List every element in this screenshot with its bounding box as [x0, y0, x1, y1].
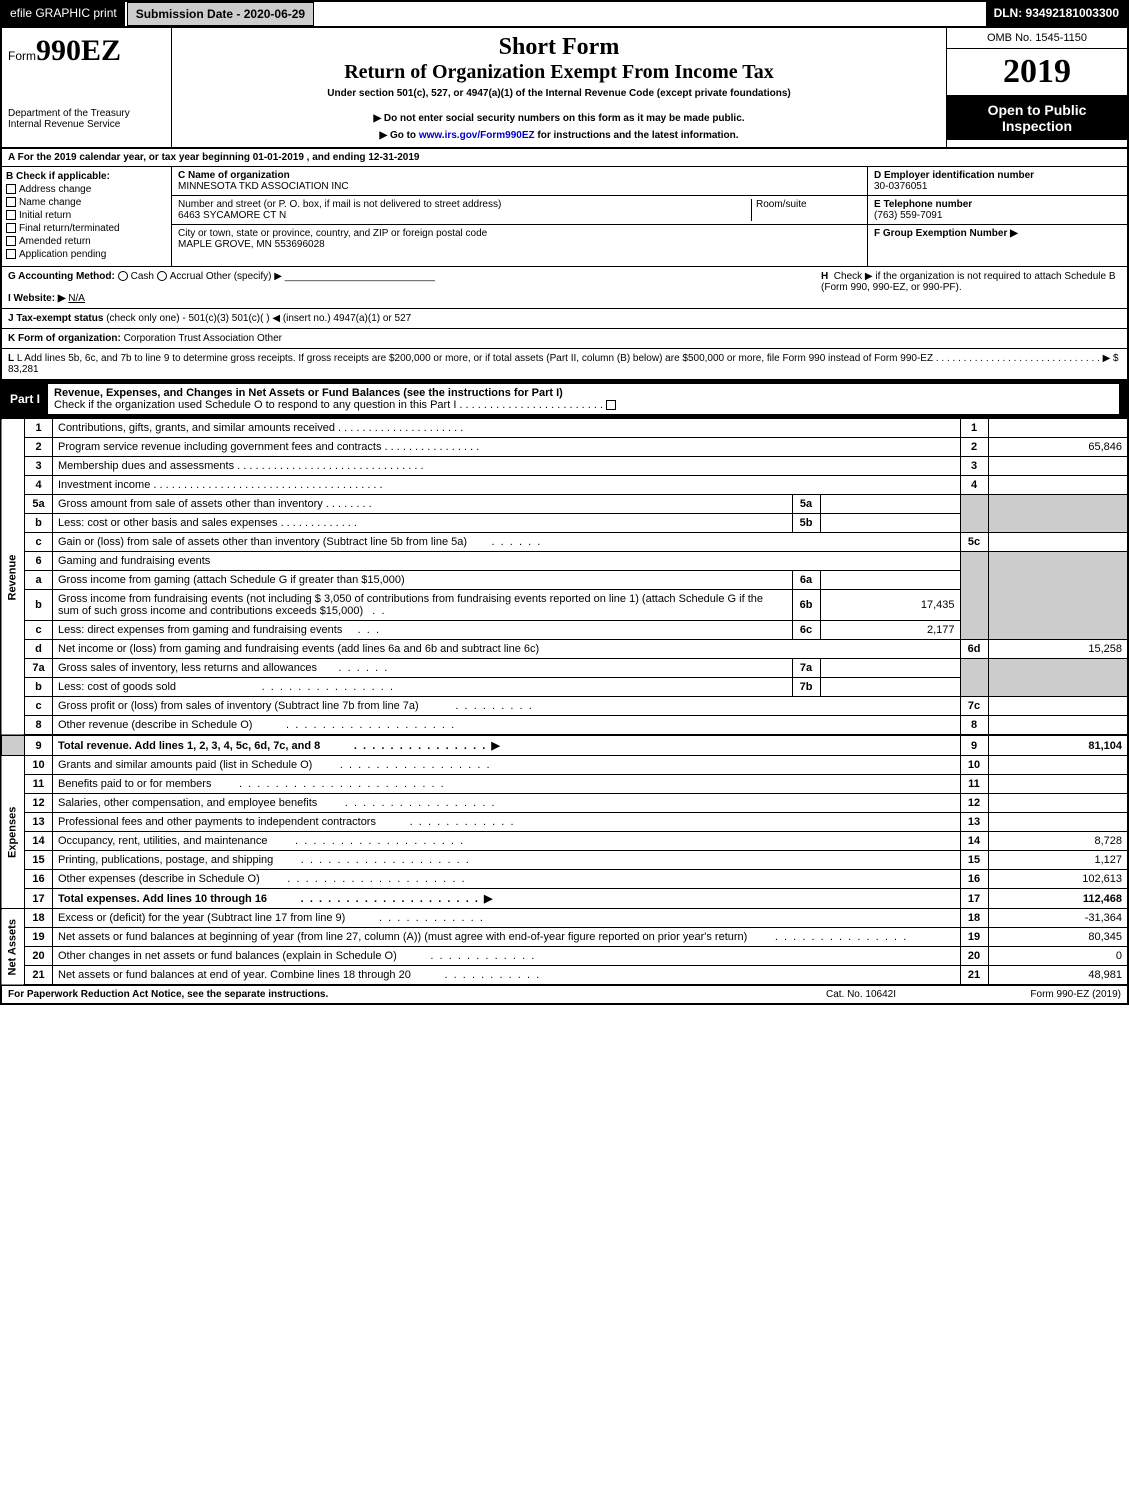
check-application-pending[interactable]: Application pending	[6, 249, 167, 260]
section-def: D Employer identification number 30-0376…	[867, 167, 1127, 266]
org-name: MINNESOTA TKD ASSOCIATION INC	[178, 181, 349, 192]
form-number: 990EZ	[36, 34, 121, 67]
line7c-value	[988, 697, 1128, 716]
line6d-value: 15,258	[988, 640, 1128, 659]
line1-value	[988, 419, 1128, 438]
short-form-title: Short Form	[178, 34, 940, 61]
header-center: Short Form Return of Organization Exempt…	[172, 28, 947, 147]
line13-value	[988, 813, 1128, 832]
line3-value	[988, 457, 1128, 476]
part1-check[interactable]	[606, 400, 616, 410]
line14-value: 8,728	[988, 832, 1128, 851]
line21-value: 48,981	[988, 966, 1128, 986]
section-l: L L Add lines 5b, 6c, and 7b to line 9 t…	[0, 349, 1129, 380]
top-bar: efile GRAPHIC print Submission Date - 20…	[0, 0, 1129, 28]
section-a: A For the 2019 calendar year, or tax yea…	[0, 149, 1129, 167]
line17-value: 112,468	[988, 889, 1128, 909]
line16-value: 102,613	[988, 870, 1128, 889]
info-block: B Check if applicable: Address change Na…	[0, 167, 1129, 267]
header-right: OMB No. 1545-1150 2019 Open to PublicIns…	[947, 28, 1127, 147]
revenue-label: Revenue	[1, 419, 25, 736]
street-address: 6463 SYCAMORE CT N	[178, 210, 286, 221]
dln: DLN: 93492181003300	[986, 2, 1127, 26]
line6a-value	[820, 571, 960, 590]
check-name-change[interactable]: Name change	[6, 197, 167, 208]
line7b-value	[820, 678, 960, 697]
part1-header: Part I Revenue, Expenses, and Changes in…	[0, 380, 1129, 418]
dept-treasury: Department of the Treasury	[8, 108, 165, 119]
expenses-label: Expenses	[1, 756, 25, 909]
ssn-note: ▶ Do not enter social security numbers o…	[178, 113, 940, 124]
line12-value	[988, 794, 1128, 813]
page-footer: For Paperwork Reduction Act Notice, see …	[0, 986, 1129, 1005]
line15-value: 1,127	[988, 851, 1128, 870]
dept-irs: Internal Revenue Service	[8, 119, 165, 130]
header-left: Form990EZ Department of the Treasury Int…	[2, 28, 172, 147]
top-bar-spacer	[314, 2, 985, 26]
section-c: C Name of organization MINNESOTA TKD ASS…	[172, 167, 867, 266]
city-state-zip: MAPLE GROVE, MN 553696028	[178, 239, 325, 250]
omb-number: OMB No. 1545-1150	[947, 28, 1127, 49]
telephone: (763) 559-7091	[874, 210, 942, 221]
h-text: Check ▶ if the organization is not requi…	[821, 271, 1116, 293]
radio-accrual[interactable]	[157, 271, 167, 281]
efile-print-button[interactable]: efile GRAPHIC print	[2, 2, 127, 26]
line4-value	[988, 476, 1128, 495]
line10-value	[988, 756, 1128, 775]
line9-value: 81,104	[988, 735, 1128, 756]
section-b: B Check if applicable: Address change Na…	[2, 167, 172, 266]
radio-cash[interactable]	[118, 271, 128, 281]
section-j: J Tax-exempt status (check only one) - 5…	[0, 309, 1129, 329]
line19-value: 80,345	[988, 928, 1128, 947]
cat-number: Cat. No. 10642I	[761, 989, 961, 1000]
check-final-return[interactable]: Final return/terminated	[6, 223, 167, 234]
group-exemption-label: F Group Exemption Number ▶	[874, 228, 1018, 239]
line2-value: 65,846	[988, 438, 1128, 457]
ein: 30-0376051	[874, 181, 927, 192]
section-gh: G Accounting Method: Cash Accrual Other …	[0, 267, 1129, 309]
form-prefix: Form	[8, 49, 36, 63]
line6c-value: 2,177	[820, 621, 960, 640]
line11-value	[988, 775, 1128, 794]
goto-link[interactable]: www.irs.gov/Form990EZ	[419, 130, 535, 141]
line18-value: -31,364	[988, 909, 1128, 928]
line7a-value	[820, 659, 960, 678]
lines-table: Revenue 1 Contributions, gifts, grants, …	[0, 418, 1129, 986]
netassets-label: Net Assets	[1, 909, 25, 986]
form-header: Form990EZ Department of the Treasury Int…	[0, 28, 1129, 149]
under-section: Under section 501(c), 527, or 4947(a)(1)…	[178, 88, 940, 99]
return-title: Return of Organization Exempt From Incom…	[178, 61, 940, 84]
check-amended-return[interactable]: Amended return	[6, 236, 167, 247]
line6b-value: 17,435	[820, 590, 960, 621]
goto-note: ▶ Go to www.irs.gov/Form990EZ for instru…	[178, 130, 940, 141]
website: N/A	[68, 293, 85, 304]
paperwork-notice: For Paperwork Reduction Act Notice, see …	[8, 989, 761, 1000]
line8-value	[988, 716, 1128, 736]
check-initial-return[interactable]: Initial return	[6, 210, 167, 221]
room-suite-label: Room/suite	[756, 199, 807, 210]
line5a-value	[820, 495, 960, 514]
check-address-change[interactable]: Address change	[6, 184, 167, 195]
line5c-value	[988, 533, 1128, 552]
submission-date: Submission Date - 2020-06-29	[127, 2, 314, 26]
section-k: K Form of organization: Corporation Trus…	[0, 329, 1129, 349]
form-version: Form 990-EZ (2019)	[961, 989, 1121, 1000]
tax-year: 2019	[947, 49, 1127, 96]
open-to-public: Open to PublicInspection	[947, 96, 1127, 140]
line5b-value	[820, 514, 960, 533]
line20-value: 0	[988, 947, 1128, 966]
